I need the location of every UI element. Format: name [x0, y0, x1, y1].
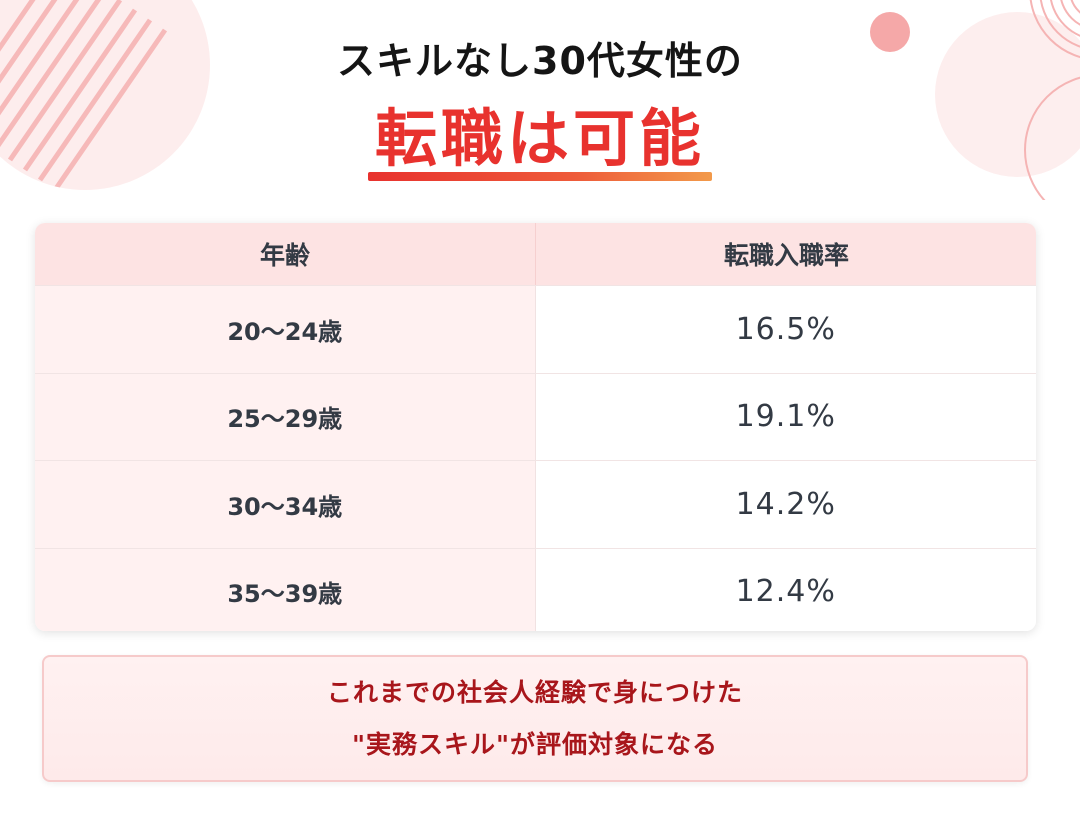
- age-cell: 30〜34歳: [35, 461, 536, 548]
- table-row: 25〜29歳 19.1%: [35, 372, 1036, 460]
- header-rate: 転職入職率: [723, 241, 849, 270]
- table-row: 30〜34歳 14.2%: [35, 460, 1036, 548]
- title-underline: [368, 172, 712, 181]
- age-cell: 25〜29歳: [35, 373, 536, 460]
- note-box: これまでの社会人経験で身につけた "実務スキル"が評価対象になる: [42, 655, 1028, 782]
- age-cell: 35〜39歳: [35, 548, 536, 631]
- header-age: 年齢: [35, 223, 536, 285]
- rate-table: 年齢 転職入職率 20〜24歳 16.5% 25〜29歳 19.1% 30〜34…: [35, 223, 1036, 631]
- note-line-1: これまでの社会人経験で身につけた: [326, 677, 743, 707]
- rate-cell: 19.1%: [535, 373, 1036, 460]
- table-row: 20〜24歳 16.5%: [35, 285, 1036, 373]
- title-line-2: 転職は可能: [374, 102, 705, 175]
- rate-cell: 12.4%: [535, 548, 1036, 631]
- table-header-row: 年齢 転職入職率: [35, 223, 1036, 285]
- age-cell: 20〜24歳: [35, 286, 536, 373]
- title-line-1: スキルなし30代女性の: [337, 39, 743, 83]
- table-row: 35〜39歳 12.4%: [35, 547, 1036, 631]
- note-line-2: "実務スキル"が評価対象になる: [351, 729, 719, 759]
- rate-cell: 14.2%: [535, 461, 1036, 548]
- rate-cell: 16.5%: [535, 286, 1036, 373]
